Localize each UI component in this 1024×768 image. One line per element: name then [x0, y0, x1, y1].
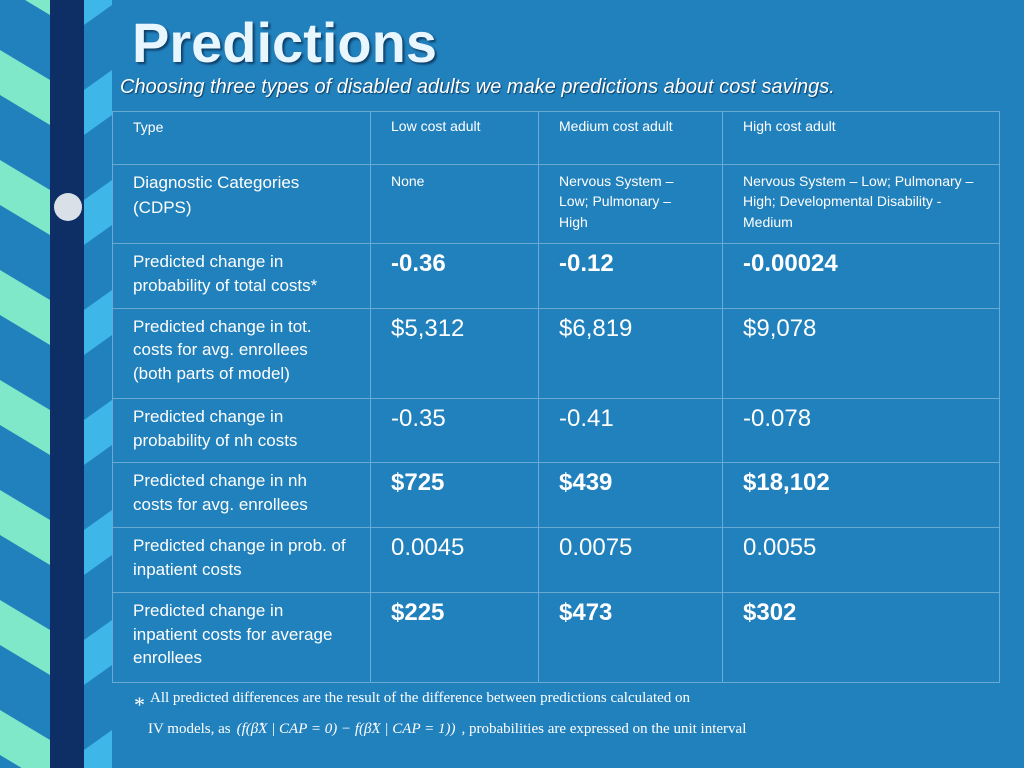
table-row: Predicted change in tot. costs for avg. …: [112, 307, 1000, 399]
table-cell: -0.00024: [722, 242, 1000, 309]
ribbon: [84, 620, 112, 685]
ribbon: [84, 70, 112, 135]
prediction-table: Type Low cost adult Medium cost adult High …: [112, 111, 1000, 684]
table-cell: -0.41: [538, 397, 723, 464]
table-row: Predicted change in prob. of inpatient c…: [112, 527, 1000, 593]
table-cell: -0.078: [722, 397, 1000, 464]
row-label: Predicted change in nh costs for avg. en…: [112, 462, 371, 529]
subtitle: Choosing three types of disabled adults …: [120, 76, 835, 98]
table-cell: -0.35: [370, 397, 539, 464]
table-cell: $6,819: [538, 307, 723, 399]
footnote-text: , probabilities are expressed on the uni…: [461, 721, 747, 737]
table-cell: 0.0045: [370, 527, 539, 593]
ribbon: [0, 600, 50, 675]
formula: (f(β̂X | CAP = 0) − f(β̂X | CAP = 1)): [236, 721, 456, 737]
ribbon: [0, 380, 50, 455]
table-cell: None: [370, 164, 539, 244]
table-row: Predicted change in nh costs for avg. en…: [112, 462, 1000, 529]
table-cell: $18,102: [722, 462, 1000, 529]
table-row: Diagnostic Categories (CDPS) None Nervous …: [112, 164, 1000, 244]
row-label: Predicted change in probability of total…: [112, 242, 371, 309]
table-cell: $725: [370, 462, 539, 529]
footnote-text: IV models, as: [148, 721, 231, 737]
header-cell: Low cost adult: [370, 111, 539, 165]
row-label: Predicted change in tot. costs for avg. …: [112, 307, 371, 399]
footnote-line: IV models, as (f(β̂X | CAP = 0) − f(β̂X |…: [148, 721, 746, 738]
header-cell: Type: [112, 111, 371, 165]
ribbon: [25, 0, 50, 15]
table-row: Predicted change in probability of nh co…: [112, 397, 1000, 464]
ribbon: [84, 290, 112, 355]
ribbon: [0, 50, 50, 125]
footnote-marker: *: [134, 692, 145, 717]
table-cell: Nervous System – Low; Pulmonary – High: [538, 164, 723, 244]
ribbon: [84, 0, 112, 25]
side-decoration: [0, 0, 112, 768]
header-cell: Medium cost adult: [538, 111, 723, 165]
footnote-text: All predicted differences are the result…: [150, 690, 691, 706]
table-cell: $439: [538, 462, 723, 529]
table-cell: $225: [370, 591, 539, 684]
table-cell: 0.0055: [722, 527, 1000, 593]
ribbon: [84, 510, 112, 575]
table-cell: 0.0075: [538, 527, 723, 593]
table-cell: $5,312: [370, 307, 539, 399]
table-cell: Nervous System – Low; Pulmonary –High; D…: [722, 164, 1000, 244]
ribbon: [0, 270, 50, 345]
ribbon: [0, 490, 50, 565]
table-cell: -0.12: [538, 242, 723, 309]
table-cell: $302: [722, 591, 1000, 684]
table-cell: -0.36: [370, 242, 539, 309]
ribbon: [84, 730, 112, 768]
table-cell: $473: [538, 591, 723, 684]
row-label: Diagnostic Categories (CDPS): [112, 164, 371, 244]
header-row: Type Low cost adult Medium cost adult High …: [112, 111, 1000, 165]
row-label: Predicted change in inpatient costs for …: [112, 591, 371, 684]
header-cell: High cost adult: [722, 111, 1000, 165]
row-label: Predicted change in probability of nh co…: [112, 397, 371, 464]
table-row: Predicted change in inpatient costs for …: [112, 591, 1000, 684]
table-cell: $9,078: [722, 307, 1000, 399]
row-label: Predicted change in prob. of inpatient c…: [112, 527, 371, 593]
table-row: Predicted change in probability of total…: [112, 242, 1000, 309]
ribbon: [84, 180, 112, 245]
ribbon: [0, 710, 50, 768]
ribbon: [84, 400, 112, 465]
title: Predictions: [132, 11, 437, 74]
ribbon: [0, 160, 50, 235]
